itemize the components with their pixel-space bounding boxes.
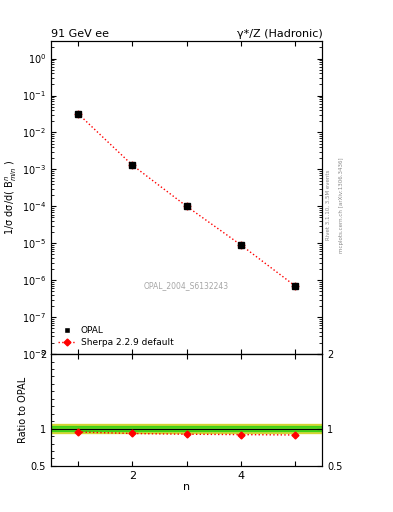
Legend: OPAL, Sherpa 2.2.9 default: OPAL, Sherpa 2.2.9 default [55,324,176,350]
Y-axis label: Ratio to OPAL: Ratio to OPAL [18,377,28,443]
Text: Rivet 3.1.10, 3.5M events: Rivet 3.1.10, 3.5M events [326,169,331,240]
Text: γ*/Z (Hadronic): γ*/Z (Hadronic) [237,29,322,39]
Text: OPAL_2004_S6132243: OPAL_2004_S6132243 [144,281,229,290]
X-axis label: n: n [183,482,190,492]
Y-axis label: 1/σ dσ/d( B$^n_{min}$ ): 1/σ dσ/d( B$^n_{min}$ ) [4,160,19,236]
Text: mcplots.cern.ch [arXiv:1306.3436]: mcplots.cern.ch [arXiv:1306.3436] [339,157,343,252]
Text: 91 GeV ee: 91 GeV ee [51,29,109,39]
